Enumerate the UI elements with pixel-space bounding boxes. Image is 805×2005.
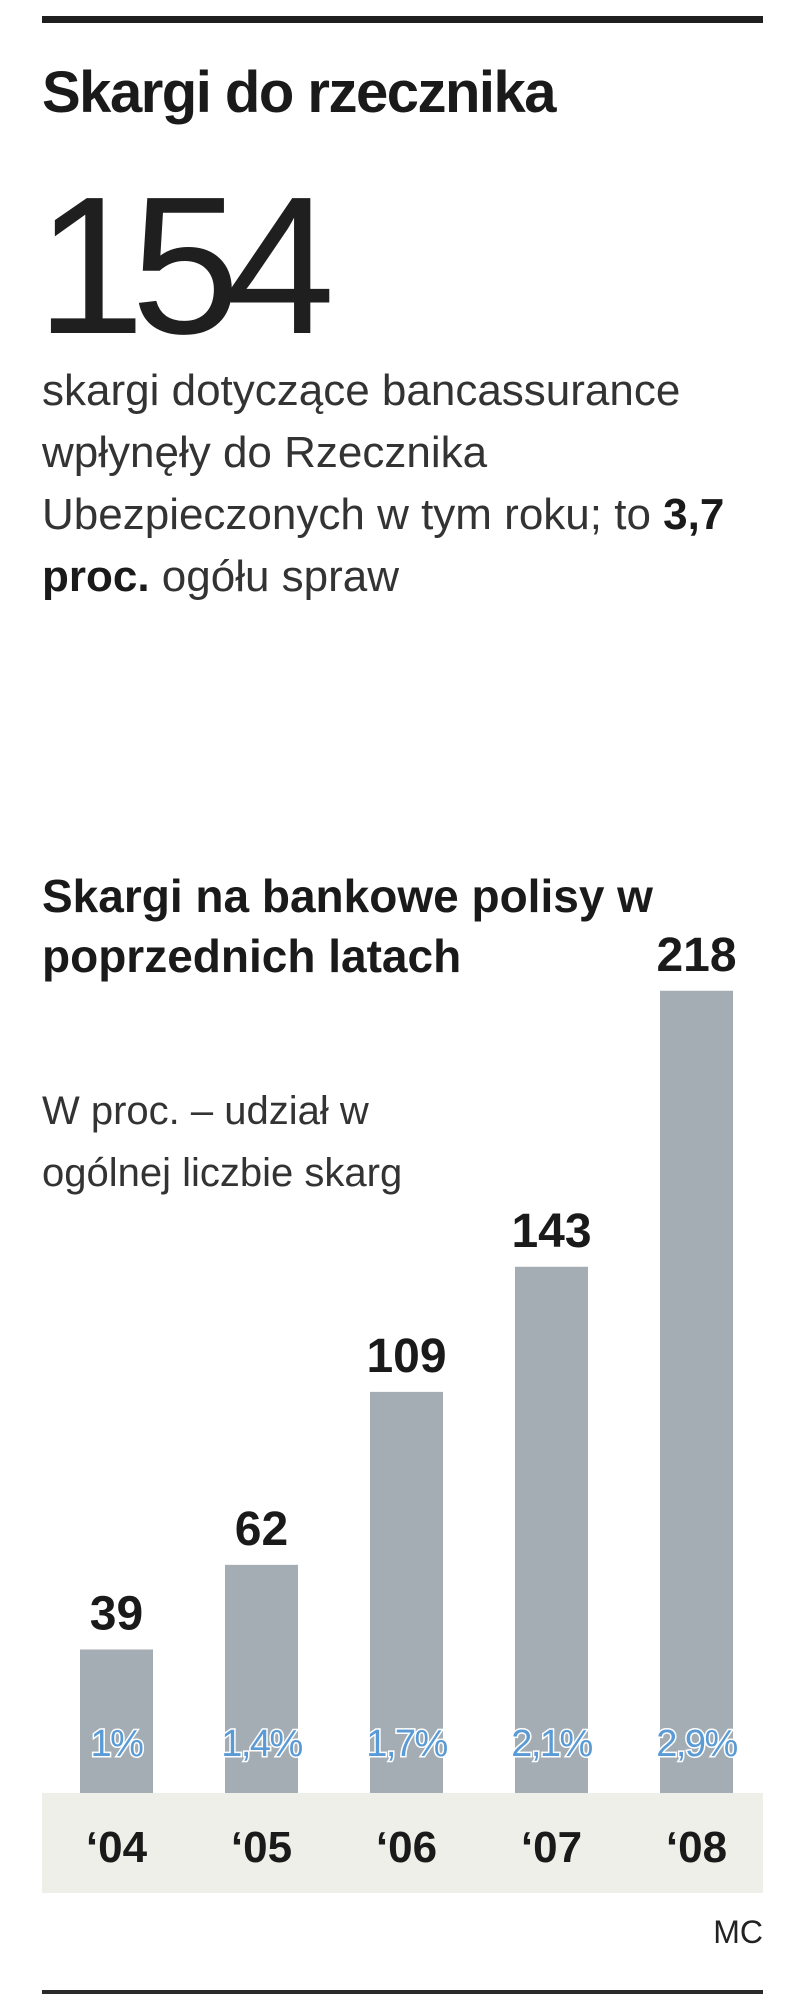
share-label: 1,7% (366, 1723, 447, 1765)
lead-highlight: 3,7 proc. (42, 490, 725, 601)
credit: MC (713, 1914, 763, 1950)
chart-title: Skargi na bankowe polisy w poprzednich l… (42, 870, 653, 982)
value-label: 218 (656, 929, 736, 982)
bottom-rule (42, 1990, 763, 1994)
headline: Skargi do rzecznika (42, 60, 557, 125)
big-number: 154 (36, 156, 335, 375)
value-label: 109 (366, 1330, 446, 1383)
x-tick-label: ‘04 (86, 1823, 148, 1872)
lead-paragraph: skargi dotyczące bancassurance wpłynęły … (42, 360, 762, 608)
share-label: 2,1% (511, 1723, 592, 1765)
x-tick-label: ‘07 (521, 1823, 582, 1872)
value-label: 62 (235, 1503, 288, 1556)
x-axis-band (42, 1793, 763, 1893)
share-label: 1% (91, 1723, 144, 1765)
value-label: 143 (511, 1205, 591, 1258)
x-tick-label: ‘05 (231, 1823, 292, 1872)
chart-subtitle: W proc. – udział w ogólnej liczbie skarg (42, 1089, 403, 1195)
bar (80, 1649, 153, 1793)
top-rule (42, 16, 763, 23)
x-tick-label: ‘08 (666, 1823, 727, 1872)
lead-text-start: skargi dotyczące bancassurance wpłynęły … (42, 366, 681, 539)
bar (515, 1266, 588, 1793)
x-tick-label: ‘06 (376, 1823, 437, 1872)
value-label: 39 (90, 1587, 143, 1640)
share-label: 2,9% (656, 1723, 737, 1765)
bar (370, 1391, 443, 1793)
lead-text-end: ogółu spraw (149, 552, 400, 601)
share-label: 1,4% (221, 1723, 302, 1765)
bar (225, 1564, 298, 1793)
bar (660, 990, 733, 1793)
